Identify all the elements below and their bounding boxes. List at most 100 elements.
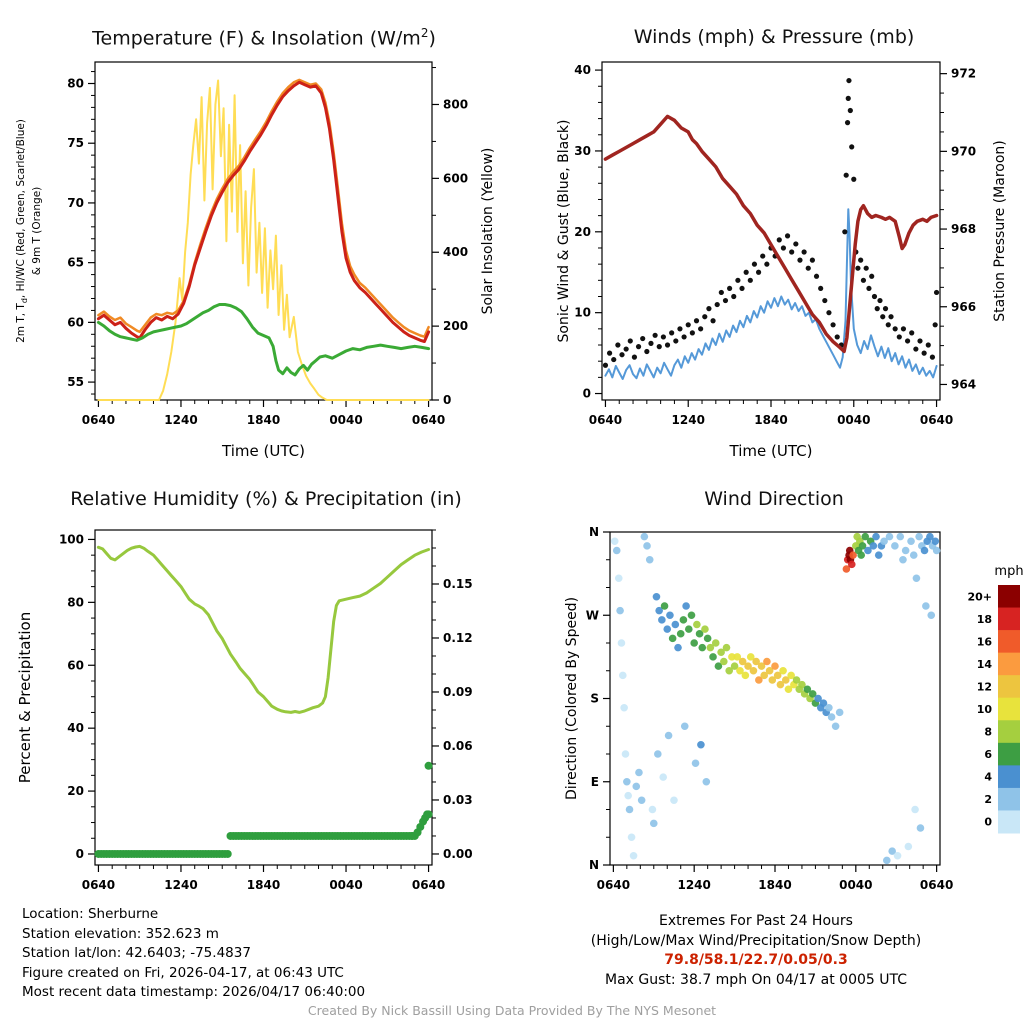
svg-text:14: 14 — [977, 658, 993, 671]
chart-title-wind-direction: Wind Direction — [704, 488, 844, 510]
svg-text:0: 0 — [583, 387, 591, 401]
svg-text:800: 800 — [443, 97, 468, 111]
svg-text:966: 966 — [951, 300, 976, 314]
svg-text:80: 80 — [67, 595, 84, 609]
svg-text:2: 2 — [984, 793, 992, 806]
extremes-summary: Extremes For Past 24 Hours (High/Low/Max… — [506, 912, 1006, 990]
svg-text:0640: 0640 — [82, 413, 115, 427]
svg-text:0640: 0640 — [412, 878, 445, 892]
station-info: Location: Sherburne Station elevation: 3… — [22, 905, 365, 1003]
svg-text:1840: 1840 — [247, 878, 280, 892]
svg-text:N: N — [589, 858, 599, 872]
svg-text:1840: 1840 — [758, 878, 791, 892]
svg-text:75: 75 — [67, 136, 84, 150]
svg-text:E: E — [591, 775, 599, 789]
svg-text:N: N — [589, 525, 599, 539]
svg-text:0640: 0640 — [589, 413, 622, 427]
svg-text:55: 55 — [67, 375, 84, 389]
superscript-2: 2 — [420, 26, 429, 40]
station-location: Location: Sherburne — [22, 906, 159, 922]
svg-text:Time (UTC): Time (UTC) — [221, 442, 305, 460]
chart-title-temperature: Temperature (F) & Insolation (W/m2) — [92, 26, 436, 50]
svg-text:mph: mph — [994, 564, 1023, 579]
svg-text:40: 40 — [67, 721, 84, 735]
svg-text:0640: 0640 — [82, 878, 115, 892]
svg-text:W: W — [586, 608, 599, 622]
svg-text:0.00: 0.00 — [443, 847, 473, 861]
svg-text:0.03: 0.03 — [443, 793, 473, 807]
svg-text:12: 12 — [977, 680, 992, 693]
svg-text:6: 6 — [984, 748, 992, 761]
svg-text:Percent & Precipitation: Percent & Precipitation — [16, 612, 34, 783]
winds-pressure-chart: 0640 1240 1840 0040 0640 0 10 20 30 40 964 966 968 97… — [556, 61, 1008, 460]
svg-text:Time (UTC): Time (UTC) — [729, 442, 813, 460]
svg-text:1240: 1240 — [672, 413, 705, 427]
svg-text:0: 0 — [76, 847, 84, 861]
svg-text:20: 20 — [67, 784, 84, 798]
svg-text:Sonic Wind & Gust (Blue, Black: Sonic Wind & Gust (Blue, Black) — [556, 119, 572, 342]
svg-text:4: 4 — [984, 771, 992, 784]
svg-text:60: 60 — [67, 658, 84, 672]
svg-text:Station Pressure (Maroon): Station Pressure (Maroon) — [992, 140, 1008, 322]
title-text: Temperature (F) & Insolation (W/m — [92, 27, 421, 50]
svg-text:1840: 1840 — [754, 413, 787, 427]
svg-text:8: 8 — [984, 726, 992, 739]
svg-text:10: 10 — [574, 306, 591, 320]
temperature-insolation-chart: 0640 1240 1840 0040 064055606570758002004006… — [67, 61, 496, 460]
svg-text:968: 968 — [951, 222, 976, 236]
svg-text:0640: 0640 — [920, 878, 953, 892]
svg-text:0040: 0040 — [329, 878, 362, 892]
svg-text:0040: 0040 — [837, 413, 870, 427]
station-latlon: Station lat/lon: 42.6403; -75.4837 — [22, 945, 251, 961]
svg-text:0640: 0640 — [412, 413, 445, 427]
extremes-title: Extremes For Past 24 Hours — [659, 913, 853, 929]
svg-text:30: 30 — [574, 144, 591, 158]
svg-text:200: 200 — [443, 319, 468, 333]
most-recent-data-timestamp: Most recent data timestamp: 2026/04/17 0… — [22, 984, 366, 1000]
svg-text:0: 0 — [984, 816, 992, 829]
max-gust: Max Gust: 38.7 mph On 04/17 at 0005 UTC — [604, 971, 908, 988]
svg-text:0640: 0640 — [920, 413, 953, 427]
svg-text:400: 400 — [443, 245, 468, 259]
svg-text:70: 70 — [67, 196, 84, 210]
svg-text:0.06: 0.06 — [443, 739, 473, 753]
svg-text:0040: 0040 — [329, 413, 362, 427]
svg-text:0.15: 0.15 — [443, 577, 473, 591]
svg-text:40: 40 — [574, 63, 591, 77]
svg-text:0: 0 — [443, 393, 451, 407]
svg-text:964: 964 — [951, 377, 976, 391]
extremes-values: 79.8/58.1/22.7/0.05/0.3 — [664, 952, 848, 968]
chart-title-winds-pressure: Winds (mph) & Pressure (mb) — [633, 26, 915, 48]
svg-text:80: 80 — [67, 76, 84, 90]
svg-text:10: 10 — [977, 703, 993, 716]
chart-title-humidity-precip: Relative Humidity (%) & Precipitation (i… — [70, 488, 462, 510]
svg-text:Solar Insolation (Yellow): Solar Insolation (Yellow) — [480, 148, 496, 315]
svg-text:20: 20 — [574, 225, 591, 239]
station-elevation: Station elevation: 352.623 m — [22, 925, 219, 942]
svg-text:100: 100 — [59, 532, 84, 546]
svg-text:20+: 20+ — [967, 590, 992, 603]
svg-text:0.12: 0.12 — [443, 631, 473, 645]
humidity-precip-chart: 0640 1240 1840 0040 0640 0 20 40 60 80 100 0.00 0.03… — [16, 529, 473, 892]
svg-text:0640: 0640 — [597, 878, 630, 892]
figure-created-timestamp: Figure created on Fri, 2026-04-17, at 06… — [22, 964, 344, 981]
svg-text:600: 600 — [443, 171, 468, 185]
svg-text:S: S — [590, 692, 599, 706]
svg-text:970: 970 — [951, 144, 976, 158]
svg-text:972: 972 — [951, 67, 976, 81]
svg-text:18: 18 — [977, 613, 992, 626]
svg-text:65: 65 — [67, 256, 84, 270]
svg-text:1840: 1840 — [247, 413, 280, 427]
svg-text:1240: 1240 — [164, 413, 197, 427]
svg-text:1240: 1240 — [677, 878, 710, 892]
svg-text:0.09: 0.09 — [443, 685, 473, 699]
svg-text:60: 60 — [67, 315, 84, 329]
svg-text:1240: 1240 — [164, 878, 197, 892]
svg-text:0040: 0040 — [839, 878, 872, 892]
svg-text:16: 16 — [977, 635, 993, 648]
credit-line: Created By Nick Bassill Using Data Provi… — [307, 1003, 717, 1018]
extremes-subtitle: (High/Low/Max Wind/Precipitation/Snow De… — [590, 932, 922, 949]
svg-text:Direction (Colored By Speed): Direction (Colored By Speed) — [564, 597, 580, 800]
